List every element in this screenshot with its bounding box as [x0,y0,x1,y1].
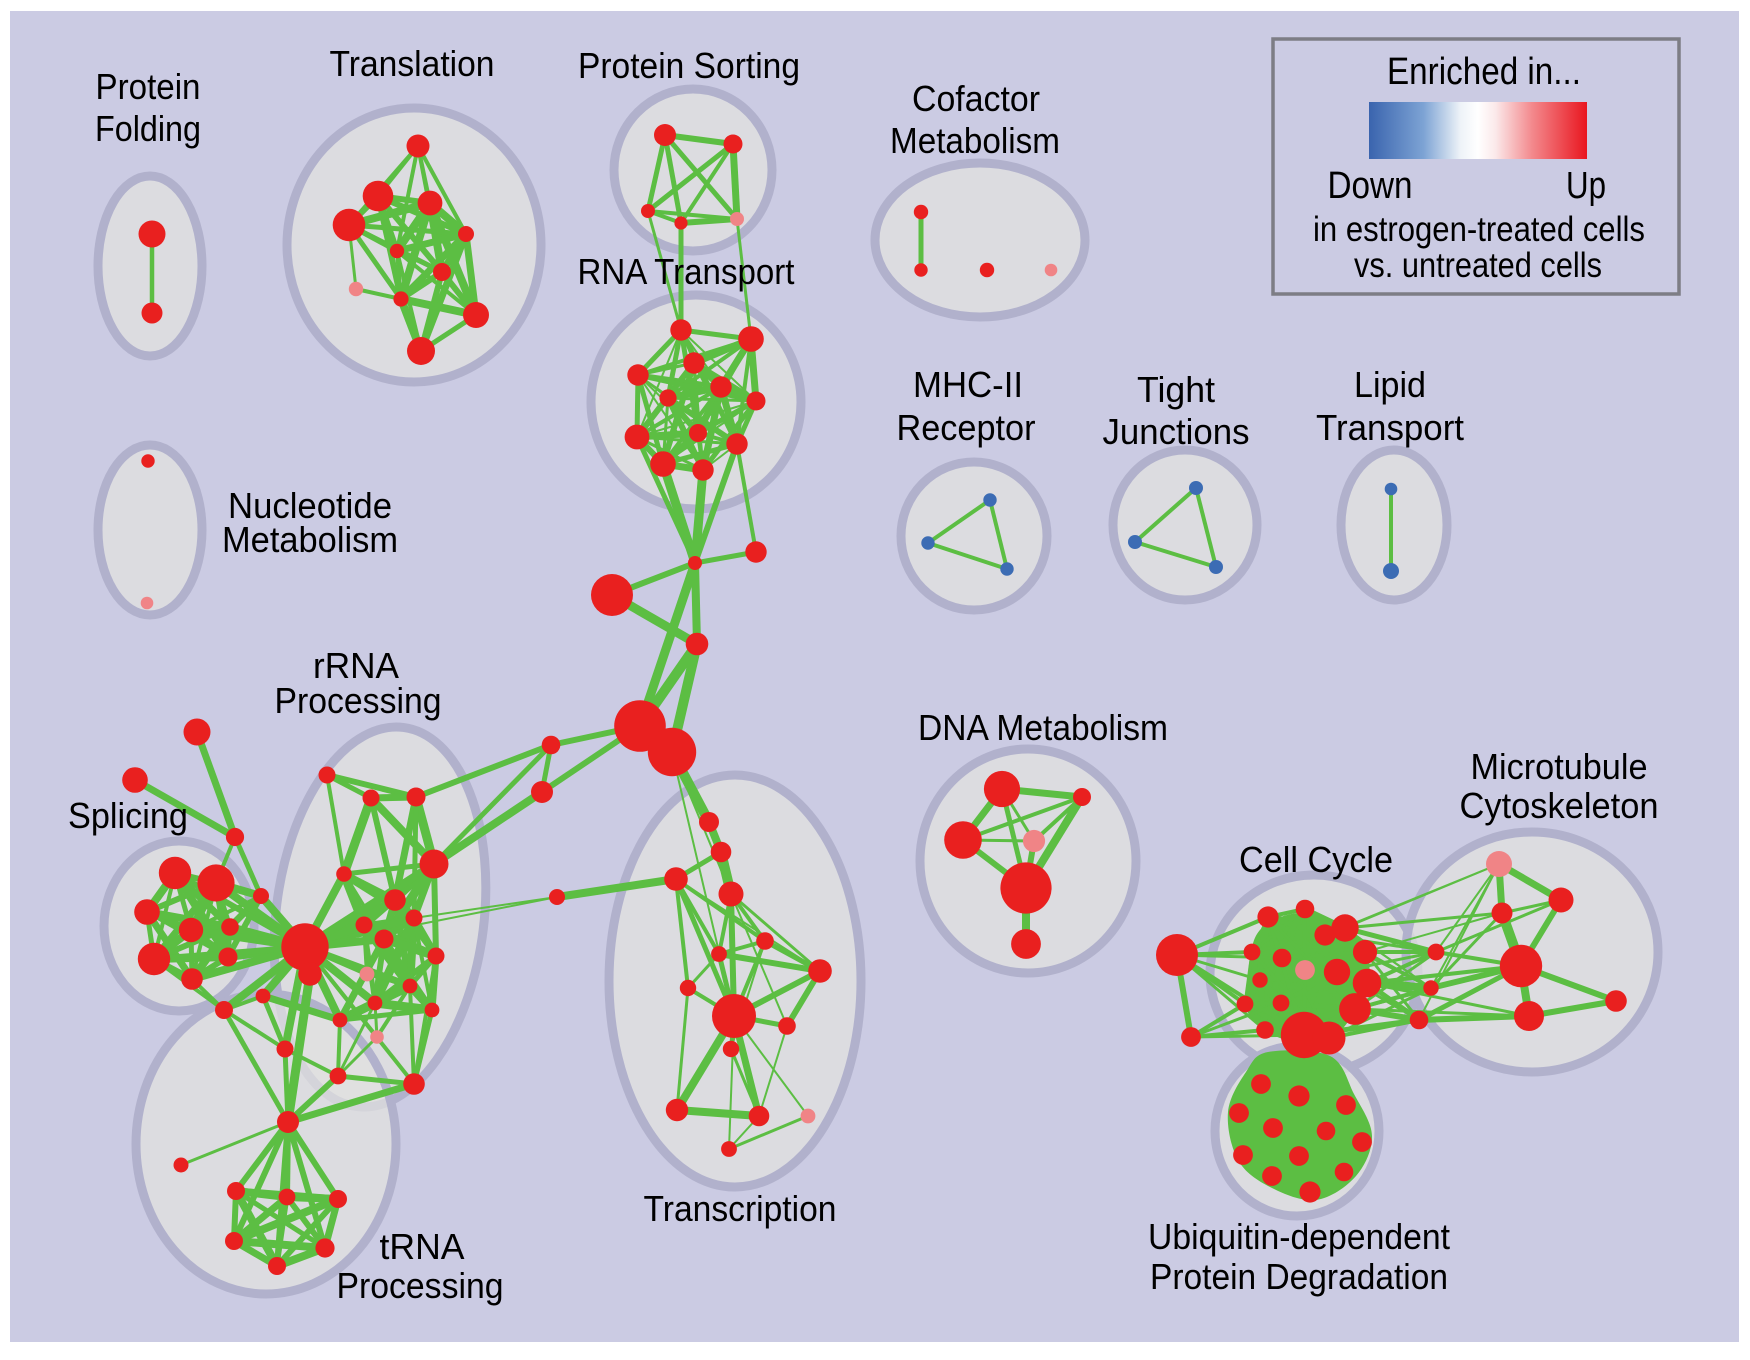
svg-text:Cell Cycle: Cell Cycle [1239,839,1393,880]
svg-text:Transcription: Transcription [644,1188,837,1229]
svg-text:Enriched in...: Enriched in... [1387,51,1581,93]
svg-text:Processing: Processing [337,1265,504,1306]
svg-text:Lipid: Lipid [1354,364,1426,405]
svg-text:Junctions: Junctions [1103,411,1250,452]
svg-text:Nucleotide: Nucleotide [228,485,392,526]
svg-text:RNA Transport: RNA Transport [578,251,795,292]
svg-text:Up: Up [1566,165,1606,207]
svg-text:Transport: Transport [1316,407,1464,448]
svg-text:Protein Sorting: Protein Sorting [578,45,800,86]
svg-text:Down: Down [1328,165,1413,207]
svg-text:in estrogen-treated cells: in estrogen-treated cells [1313,210,1645,249]
svg-text:Microtubule: Microtubule [1471,746,1648,787]
svg-text:Folding: Folding [95,108,201,149]
svg-text:Processing: Processing [275,680,442,721]
svg-text:Protein Degradation: Protein Degradation [1150,1256,1448,1297]
svg-text:rRNA: rRNA [313,645,399,686]
svg-text:Receptor: Receptor [897,407,1036,448]
svg-text:Protein: Protein [96,66,201,107]
svg-text:Translation: Translation [330,43,495,84]
svg-text:Splicing: Splicing [68,795,188,836]
svg-text:Cofactor: Cofactor [912,78,1040,119]
svg-text:MHC-II: MHC-II [913,364,1023,405]
svg-text:vs. untreated cells: vs. untreated cells [1354,246,1602,285]
svg-text:Cytoskeleton: Cytoskeleton [1460,785,1659,826]
svg-text:tRNA: tRNA [380,1226,465,1267]
svg-text:Ubiquitin-dependent: Ubiquitin-dependent [1148,1216,1450,1257]
svg-text:Metabolism: Metabolism [222,519,398,560]
svg-text:Tight: Tight [1137,369,1215,410]
svg-text:DNA Metabolism: DNA Metabolism [918,707,1168,748]
svg-text:Metabolism: Metabolism [890,120,1060,161]
